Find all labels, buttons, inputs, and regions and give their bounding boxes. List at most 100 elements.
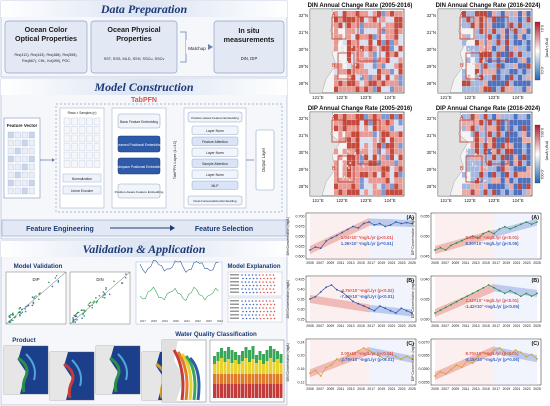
map-cell — [359, 154, 364, 161]
lat-tick: 28°N — [427, 81, 436, 86]
series-point — [444, 306, 447, 309]
model-validation-label: Model Validation — [14, 263, 63, 270]
map-cell — [338, 131, 343, 137]
map-cell — [355, 86, 360, 92]
map-cell — [368, 160, 373, 166]
map-cell — [496, 119, 501, 126]
map-cell — [389, 51, 394, 58]
wq-bar-segment — [258, 384, 262, 398]
y-tick: 0.12 — [298, 380, 305, 384]
map-island — [472, 62, 475, 65]
map-cell — [509, 114, 514, 120]
wq-bar-segment — [237, 355, 241, 364]
trend-band-1 — [310, 295, 370, 313]
map-cell — [381, 51, 386, 58]
map-cell — [479, 137, 484, 143]
scatter-point — [83, 311, 86, 313]
map-cell — [398, 114, 403, 120]
map-cell — [513, 51, 518, 58]
lon-tick: 123°E — [360, 95, 372, 100]
pos-aware-embedding-label: Position-Aware Feature Embedding — [115, 190, 164, 194]
map-cell — [342, 125, 347, 132]
x-tick: 2009 — [452, 387, 460, 391]
map-cell — [474, 57, 479, 63]
map-cell — [505, 63, 510, 69]
map-island — [474, 153, 477, 156]
map-cell — [398, 119, 403, 126]
map-cell — [517, 154, 522, 161]
shap-point — [269, 281, 271, 283]
map-cell — [522, 74, 527, 81]
shap-point — [266, 303, 269, 306]
series-point — [357, 227, 360, 229]
trend-band-1 — [435, 229, 495, 254]
map-cell — [351, 166, 356, 172]
map-cell — [483, 131, 488, 137]
map-cell — [483, 125, 488, 132]
map-cell — [513, 74, 518, 81]
sample-cell — [86, 134, 93, 143]
map-cell — [338, 63, 343, 69]
map-cell — [359, 114, 364, 120]
matchup-arrowhead — [208, 44, 213, 50]
map-cell — [368, 86, 373, 92]
map-island — [341, 49, 344, 52]
shap-point — [259, 303, 262, 306]
x-tick: 2005 — [306, 387, 314, 391]
shap-plots — [227, 271, 283, 323]
map-cell — [359, 11, 364, 17]
shap-point — [244, 288, 247, 290]
shap-point — [248, 307, 250, 309]
map-cell — [364, 114, 369, 120]
scatter-label: DIN — [96, 277, 103, 282]
product-gradient-band — [117, 353, 128, 381]
left-panel: Data Preparation Ocean Color Optical Pro… — [0, 0, 288, 406]
map-cell — [385, 148, 390, 155]
series-point — [330, 237, 333, 239]
x-tick: 2023 — [398, 387, 406, 391]
scatter-point — [83, 309, 85, 312]
map-cell — [364, 74, 369, 81]
map-cell — [492, 189, 497, 195]
map-cell — [474, 177, 479, 184]
map-cell — [466, 183, 471, 190]
map-cell — [474, 189, 479, 195]
x-tick: 2017 — [367, 261, 375, 265]
map-cell — [364, 183, 369, 190]
map-cell — [479, 131, 484, 137]
period-shade-2 — [494, 276, 537, 322]
lon-tick: 123°E — [488, 95, 500, 100]
map-cell — [359, 86, 364, 92]
map-cell — [346, 160, 351, 166]
mini-tick: 2024 — [217, 319, 223, 323]
map-cell — [466, 22, 471, 29]
map-cell — [509, 80, 514, 87]
map-cell — [342, 183, 347, 190]
map-cell — [368, 11, 373, 17]
map-cell — [496, 183, 501, 190]
ocean-color-vars-2: Rrs(667), CHL, Kd(490), POC — [22, 59, 70, 63]
x-tick: 2015 — [357, 324, 365, 328]
product-land — [142, 352, 164, 400]
map-cell — [487, 114, 492, 120]
map-cell — [372, 119, 377, 126]
learned-embedding-label: Learned Positional Embedding — [117, 143, 162, 147]
map-cell — [470, 22, 475, 29]
shap-point — [270, 291, 272, 294]
map-cell — [487, 189, 492, 195]
map-cell — [474, 34, 479, 40]
series-point — [493, 232, 495, 235]
trend-annotation-2: -8.18×10⁻⁵mg/L/yr (p=0.06) — [465, 357, 520, 362]
scatter-point — [48, 281, 50, 284]
map-cell — [487, 11, 492, 17]
map-cell — [398, 125, 403, 132]
map-cell — [381, 80, 386, 87]
map-cell — [385, 57, 390, 63]
shap-point — [255, 274, 257, 276]
map-cell — [334, 74, 339, 81]
series-point — [395, 355, 397, 358]
scatter-point — [19, 315, 21, 317]
map-island — [339, 59, 342, 62]
map-island — [342, 178, 345, 181]
lon-tick: 124°E — [384, 95, 396, 100]
